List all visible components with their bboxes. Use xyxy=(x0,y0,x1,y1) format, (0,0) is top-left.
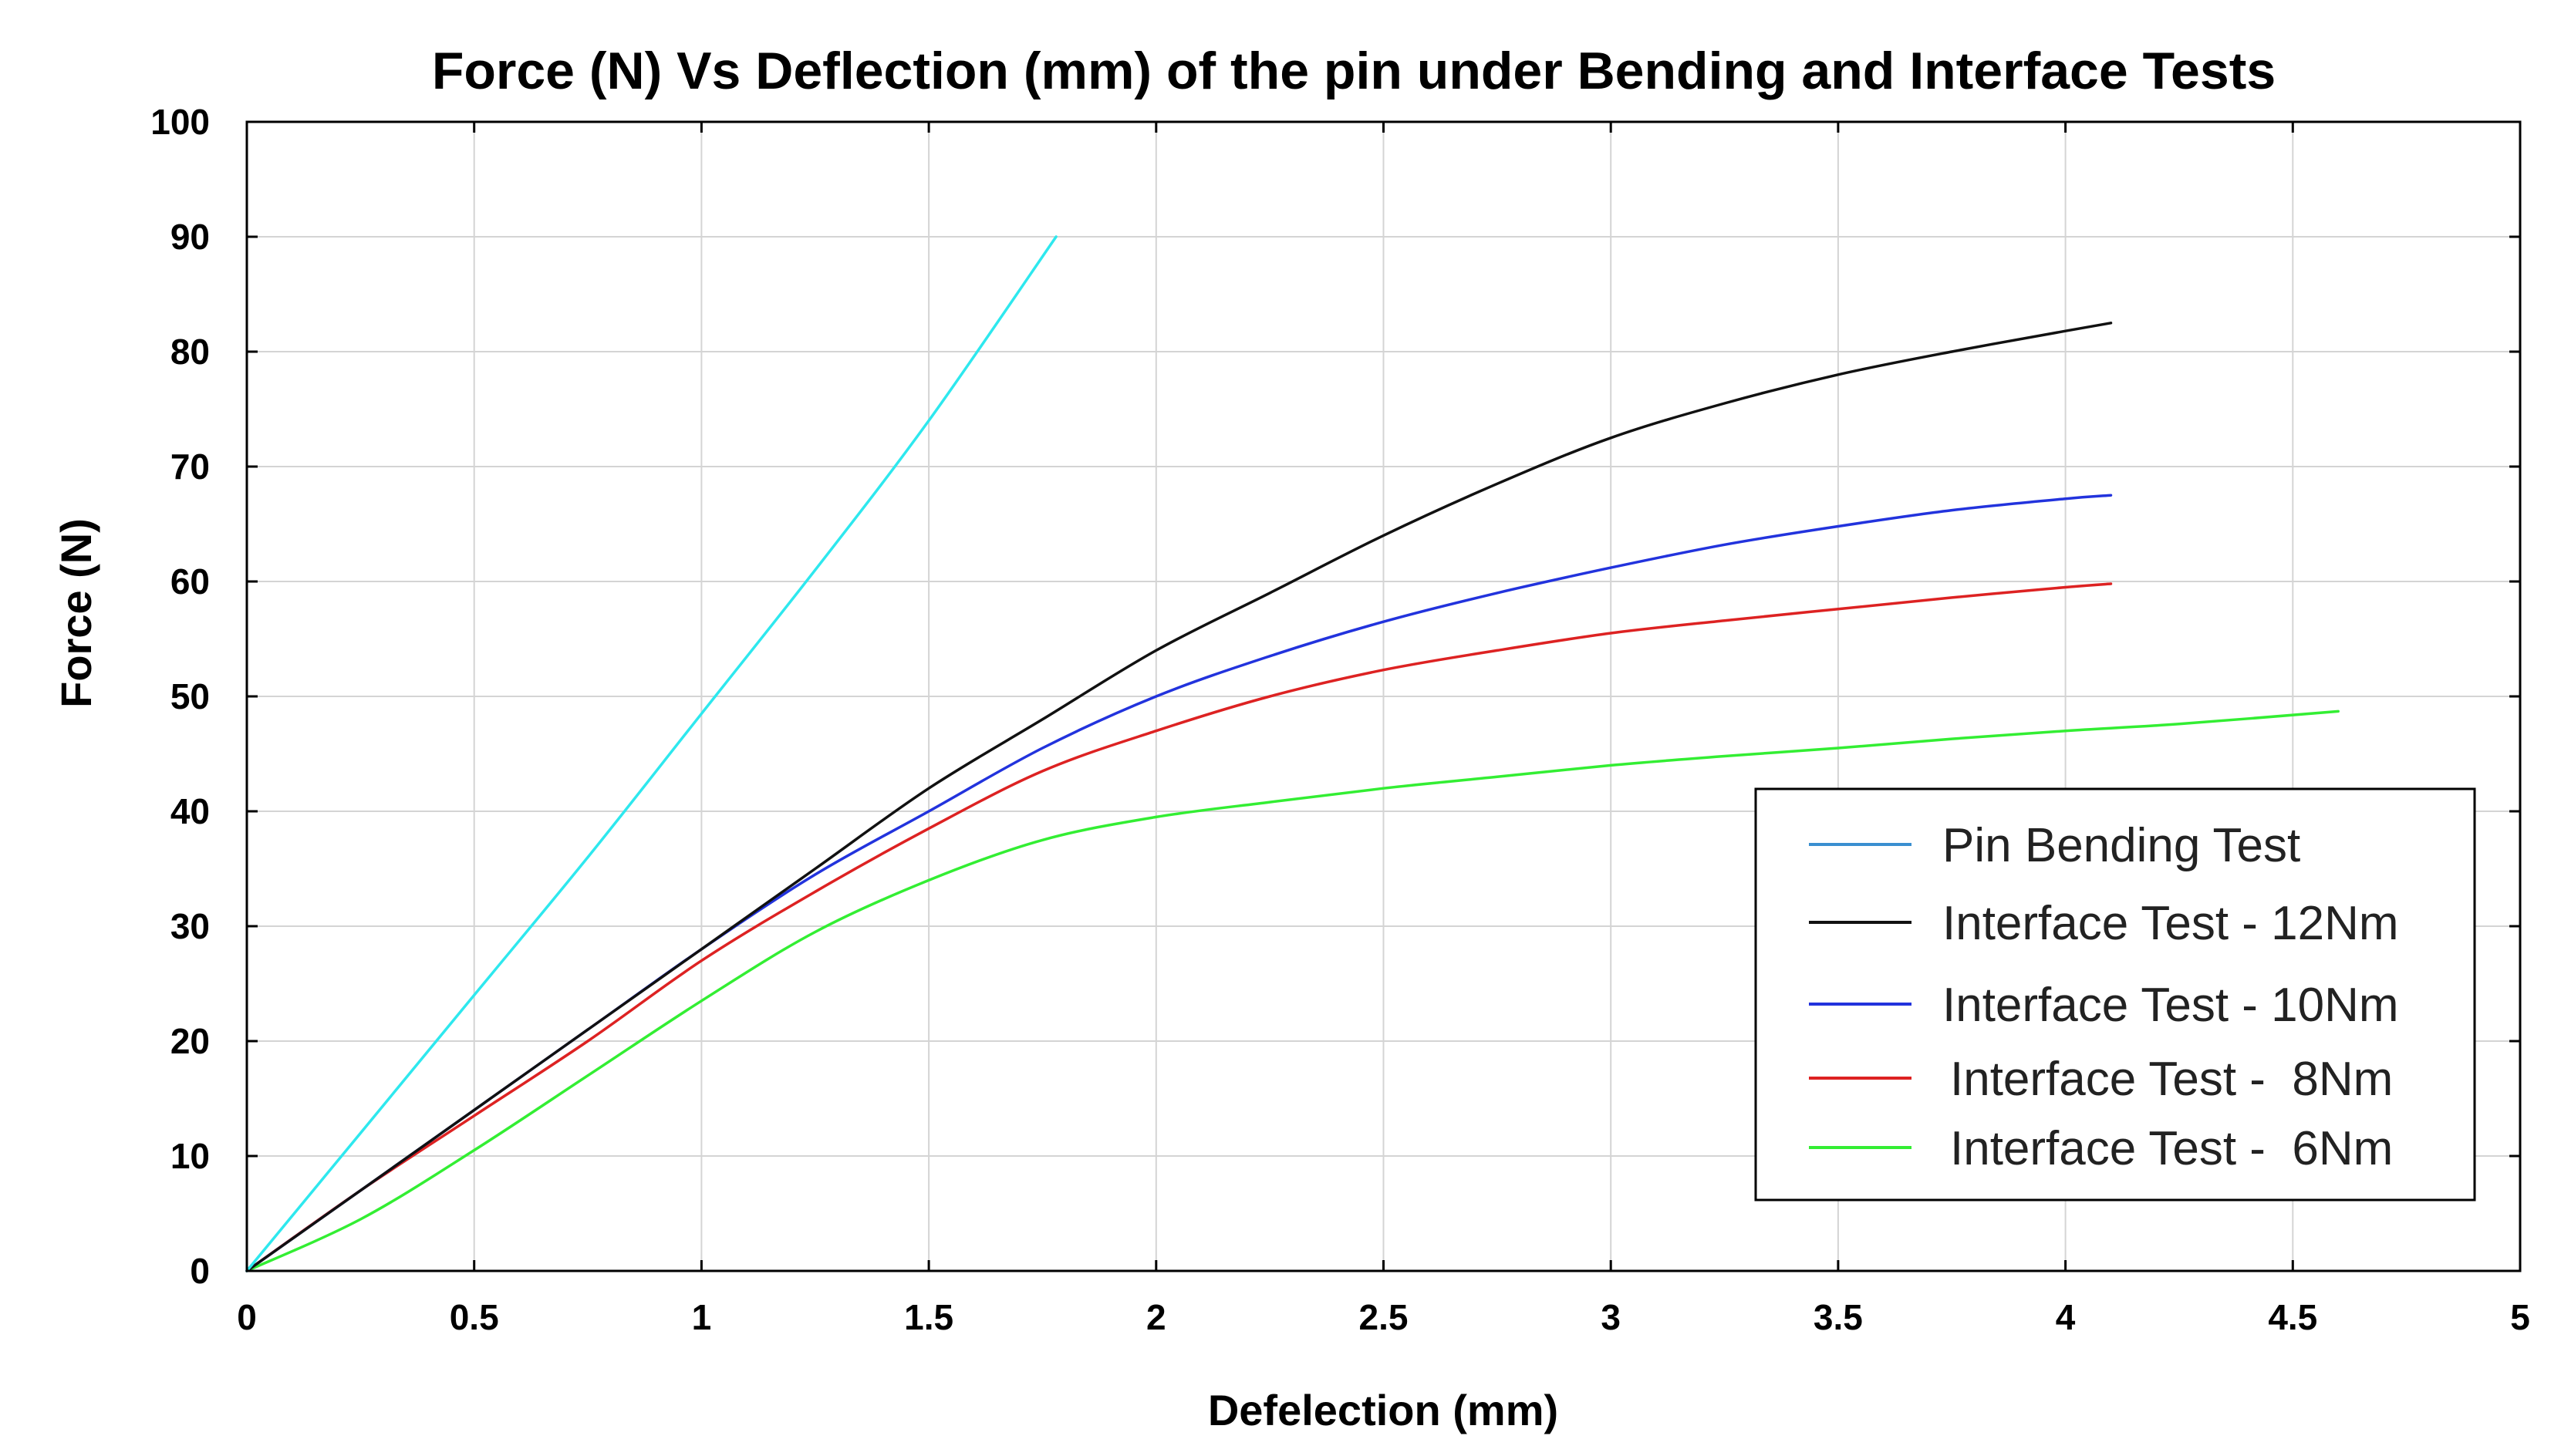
x-axis-ticks: 0 0.5 1 1.5 2 2.5 3 3.5 4 4.5 5 xyxy=(237,122,2530,1337)
series-line-interface-test-8nm xyxy=(245,582,2113,1272)
y-axis-label: Force (N) xyxy=(52,518,100,708)
x-tick-label: 1.5 xyxy=(904,1297,953,1337)
legend-box xyxy=(1754,787,2476,1202)
legend-label: Interface Test - 12Nm xyxy=(1942,897,2399,950)
series-line-pin-bending-test xyxy=(245,235,1058,1272)
legend-label: Interface Test - 6Nm xyxy=(1950,1122,2393,1175)
legend-label: Interface Test - 10Nm xyxy=(1942,979,2399,1032)
y-tick-label: 60 xyxy=(170,561,210,602)
x-tick-label: 3.5 xyxy=(1814,1297,1863,1337)
x-tick-label: 2 xyxy=(1146,1297,1166,1337)
y-tick-label: 50 xyxy=(170,676,210,716)
x-tick-label: 1 xyxy=(692,1297,712,1337)
y-axis-ticks: 0 10 20 30 40 50 60 70 80 90 100 xyxy=(150,102,2520,1291)
x-tick-label: 4 xyxy=(2056,1297,2076,1337)
y-tick-label: 90 xyxy=(170,217,210,257)
x-tick-label: 0.5 xyxy=(450,1297,499,1337)
y-tick-label: 20 xyxy=(170,1021,210,1061)
y-tick-label: 100 xyxy=(150,102,210,142)
legend: Pin Bending Test Interface Test - 12Nm Int… xyxy=(1754,787,2476,1202)
y-tick-label: 70 xyxy=(170,447,210,487)
y-tick-label: 40 xyxy=(170,791,210,831)
x-tick-label: 3 xyxy=(1601,1297,1621,1337)
x-tick-label: 0 xyxy=(237,1297,257,1337)
series-line-interface-test-6nm xyxy=(245,709,2340,1272)
series-lines xyxy=(245,235,2340,1272)
series-line-interface-test-12nm xyxy=(245,322,2113,1272)
y-tick-label: 30 xyxy=(170,906,210,946)
x-tick-label: 5 xyxy=(2510,1297,2530,1337)
x-tick-label: 2.5 xyxy=(1359,1297,1409,1337)
legend-label: Pin Bending Test xyxy=(1942,819,2300,872)
legend-label: Interface Test - 8Nm xyxy=(1950,1053,2393,1106)
chart-title: Force (N) Vs Deflection (mm) of the pin … xyxy=(432,42,2276,100)
x-axis-label: Defelection (mm) xyxy=(1208,1386,1558,1434)
y-tick-label: 10 xyxy=(170,1136,210,1176)
y-tick-label: 0 xyxy=(190,1251,210,1291)
x-tick-label: 4.5 xyxy=(2268,1297,2317,1337)
y-tick-label: 80 xyxy=(170,332,210,372)
